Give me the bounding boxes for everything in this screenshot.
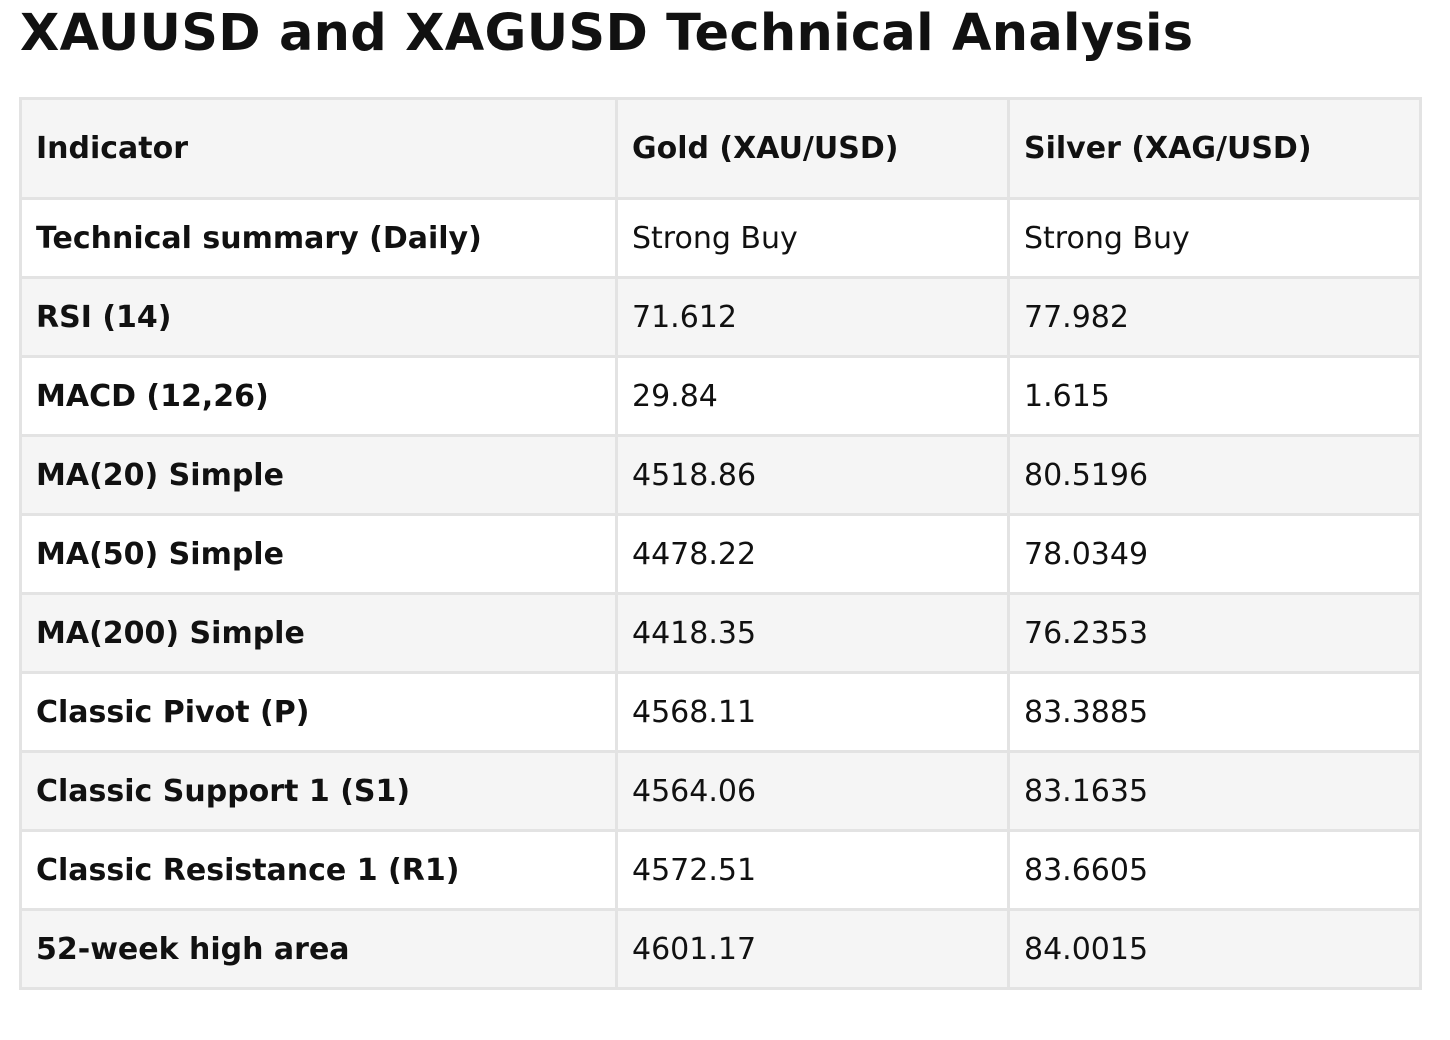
gold-value-cell: 4518.86 [615,434,1010,516]
table-row: MA(20) Simple 4518.86 80.5196 [19,434,1422,516]
gold-value-cell: 4601.17 [615,908,1010,990]
table-row: Technical summary (Daily) Strong Buy Str… [19,197,1422,279]
gold-value-cell: Strong Buy [615,197,1010,279]
indicator-cell: MA(50) Simple [19,513,618,595]
header-silver: Silver (XAG/USD) [1007,97,1422,200]
gold-value-cell: 29.84 [615,355,1010,437]
silver-value-cell: 83.3885 [1007,671,1422,753]
gold-value-cell: 4478.22 [615,513,1010,595]
silver-value-cell: 83.1635 [1007,750,1422,832]
table-row: MA(200) Simple 4418.35 76.2353 [19,592,1422,674]
table-row: MACD (12,26) 29.84 1.615 [19,355,1422,437]
silver-value-cell: 78.0349 [1007,513,1422,595]
silver-value-cell: 77.982 [1007,276,1422,358]
header-gold: Gold (XAU/USD) [615,97,1010,200]
gold-value-cell: 71.612 [615,276,1010,358]
indicator-cell: Classic Resistance 1 (R1) [19,829,618,911]
silver-value-cell: 84.0015 [1007,908,1422,990]
indicator-cell: MA(20) Simple [19,434,618,516]
gold-value-cell: 4418.35 [615,592,1010,674]
gold-value-cell: 4564.06 [615,750,1010,832]
page-title: XAUUSD and XAGUSD Technical Analysis [20,4,1194,63]
table-row: MA(50) Simple 4478.22 78.0349 [19,513,1422,595]
gold-value-cell: 4568.11 [615,671,1010,753]
table-row: Classic Resistance 1 (R1) 4572.51 83.660… [19,829,1422,911]
indicator-cell: RSI (14) [19,276,618,358]
silver-value-cell: 83.6605 [1007,829,1422,911]
indicator-cell: 52-week high area [19,908,618,990]
silver-value-cell: 80.5196 [1007,434,1422,516]
silver-value-cell: Strong Buy [1007,197,1422,279]
indicator-cell: MACD (12,26) [19,355,618,437]
indicator-cell: Classic Support 1 (S1) [19,750,618,832]
indicator-cell: Classic Pivot (P) [19,671,618,753]
table-row: RSI (14) 71.612 77.982 [19,276,1422,358]
indicator-cell: Technical summary (Daily) [19,197,618,279]
silver-value-cell: 1.615 [1007,355,1422,437]
table-header-row: Indicator Gold (XAU/USD) Silver (XAG/USD… [19,97,1422,200]
silver-value-cell: 76.2353 [1007,592,1422,674]
gold-value-cell: 4572.51 [615,829,1010,911]
table-row: 52-week high area 4601.17 84.0015 [19,908,1422,990]
table-row: Classic Pivot (P) 4568.11 83.3885 [19,671,1422,753]
header-indicator: Indicator [19,97,618,200]
technical-analysis-table: Indicator Gold (XAU/USD) Silver (XAG/USD… [19,97,1422,990]
table-row: Classic Support 1 (S1) 4564.06 83.1635 [19,750,1422,832]
indicator-cell: MA(200) Simple [19,592,618,674]
